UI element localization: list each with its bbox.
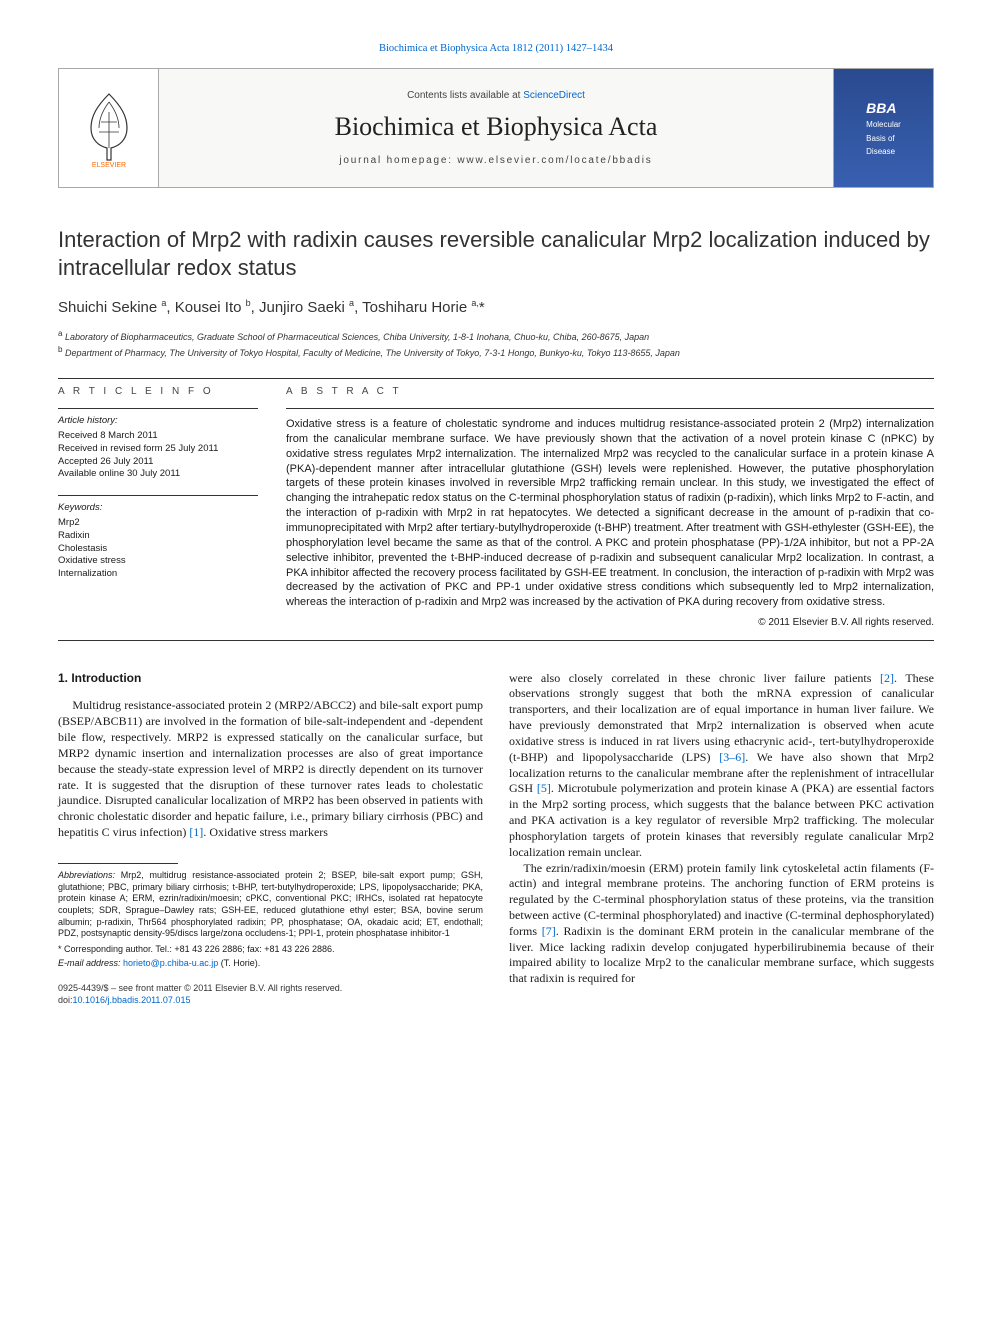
- email-line: E-mail address: horieto@p.chiba-u.ac.jp …: [58, 958, 483, 970]
- sciencedirect-link[interactable]: ScienceDirect: [523, 90, 585, 101]
- abstract-copyright: © 2011 Elsevier B.V. All rights reserved…: [286, 616, 934, 630]
- affiliation-a: Laboratory of Biopharmaceutics, Graduate…: [65, 332, 649, 342]
- intro-text: Multidrug resistance-associated protein …: [58, 698, 483, 839]
- ref-link[interactable]: [3–6]: [719, 750, 745, 764]
- journal-name: Biochimica et Biophysica Acta: [335, 109, 658, 144]
- history-label: Article history:: [58, 415, 258, 428]
- header-center: Contents lists available at ScienceDirec…: [159, 69, 833, 187]
- authors-line: Shuichi Sekine a, Kousei Ito b, Junjiro …: [58, 297, 934, 318]
- abbrev-text: Mrp2, multidrug resistance-associated pr…: [58, 870, 483, 938]
- issn-line: 0925-4439/$ – see front matter © 2011 El…: [58, 983, 483, 995]
- abbrev-label: Abbreviations:: [58, 870, 115, 880]
- intro-text: . Microtubule polymerization and protein…: [509, 781, 934, 858]
- email-link[interactable]: horieto@p.chiba-u.ac.jp: [123, 958, 218, 968]
- intro-paragraph-2b: The ezrin/radixin/moesin (ERM) protein f…: [509, 861, 934, 988]
- contents-lists-line: Contents lists available at ScienceDirec…: [407, 89, 585, 103]
- bba-cover: BBA Molecular Basis of Disease: [833, 69, 933, 187]
- body-columns: 1. Introduction Multidrug resistance-ass…: [58, 671, 934, 1008]
- page-root: Biochimica et Biophysica Acta 1812 (2011…: [0, 0, 992, 1037]
- keywords-label: Keywords:: [58, 502, 258, 515]
- keywords-list: Mrp2RadixinCholestasisOxidative stressIn…: [58, 517, 258, 581]
- footnotes: Abbreviations: Mrp2, multidrug resistanc…: [58, 870, 483, 970]
- footnote-rule: [58, 863, 178, 864]
- journal-header: ELSEVIER Contents lists available at Sci…: [58, 68, 934, 188]
- article-info-block: A R T I C L E I N F O Article history: R…: [58, 385, 258, 630]
- meta-row: A R T I C L E I N F O Article history: R…: [58, 385, 934, 630]
- intro-text: . Radixin is the dominant ERM protein in…: [509, 924, 934, 985]
- elsevier-logo: ELSEVIER: [59, 69, 159, 187]
- journal-homepage-line: journal homepage: www.elsevier.com/locat…: [339, 154, 652, 168]
- ref-link[interactable]: [7]: [542, 924, 556, 938]
- elsevier-tree-icon: ELSEVIER: [77, 88, 141, 168]
- keyword: Radixin: [58, 530, 258, 543]
- cover-sub2: Basis of: [866, 134, 901, 143]
- introduction-heading: 1. Introduction: [58, 671, 483, 687]
- intro-text-tail: . Oxidative stress markers: [203, 825, 328, 839]
- intro-paragraph-2a: were also closely correlated in these ch…: [509, 671, 934, 861]
- keyword: Internalization: [58, 568, 258, 581]
- article-title: Interaction of Mrp2 with radixin causes …: [58, 226, 934, 281]
- keyword: Cholestasis: [58, 543, 258, 556]
- article-info-heading: A R T I C L E I N F O: [58, 385, 258, 399]
- abstract-block: A B S T R A C T Oxidative stress is a fe…: [286, 385, 934, 630]
- left-column: 1. Introduction Multidrug resistance-ass…: [58, 671, 483, 1008]
- affiliations: a Laboratory of Biopharmaceutics, Gradua…: [58, 328, 934, 359]
- intro-paragraph-1: Multidrug resistance-associated protein …: [58, 698, 483, 840]
- ref-link[interactable]: [5]: [537, 781, 551, 795]
- history-line: Received in revised form 25 July 2011: [58, 443, 258, 456]
- bottom-matter: 0925-4439/$ – see front matter © 2011 El…: [58, 983, 483, 1007]
- affiliation-b: Department of Pharmacy, The University o…: [65, 348, 680, 358]
- abbreviations-block: Abbreviations: Mrp2, multidrug resistanc…: [58, 870, 483, 940]
- cover-main: BBA: [866, 100, 896, 116]
- abstract-heading: A B S T R A C T: [286, 385, 934, 399]
- keyword: Mrp2: [58, 517, 258, 530]
- divider-rule: [58, 378, 934, 379]
- abstract-paragraph: Oxidative stress is a feature of cholest…: [286, 417, 934, 610]
- keyword: Oxidative stress: [58, 555, 258, 568]
- right-column: were also closely correlated in these ch…: [509, 671, 934, 1008]
- corresponding-author: * Corresponding author. Tel.: +81 43 226…: [58, 944, 483, 956]
- history-lines: Received 8 March 2011Received in revised…: [58, 430, 258, 481]
- email-label: E-mail address:: [58, 958, 121, 968]
- ref-link[interactable]: [2]: [880, 671, 894, 685]
- history-line: Received 8 March 2011: [58, 430, 258, 443]
- doi-link[interactable]: 10.1016/j.bbadis.2011.07.015: [73, 995, 191, 1005]
- top-citation-link[interactable]: Biochimica et Biophysica Acta 1812 (2011…: [58, 42, 934, 56]
- divider-rule-2: [58, 640, 934, 641]
- doi-label: doi:: [58, 995, 73, 1005]
- contents-prefix: Contents lists available at: [407, 90, 523, 101]
- cover-sub3: Disease: [866, 147, 901, 156]
- history-line: Available online 30 July 2011: [58, 468, 258, 481]
- svg-text:ELSEVIER: ELSEVIER: [91, 162, 125, 168]
- email-tail: (T. Horie).: [218, 958, 260, 968]
- intro-text: were also closely correlated in these ch…: [509, 671, 880, 685]
- ref-link[interactable]: [1]: [189, 825, 203, 839]
- history-line: Accepted 26 July 2011: [58, 456, 258, 469]
- abstract-text: Oxidative stress is a feature of cholest…: [286, 417, 934, 610]
- cover-sub1: Molecular: [866, 120, 901, 129]
